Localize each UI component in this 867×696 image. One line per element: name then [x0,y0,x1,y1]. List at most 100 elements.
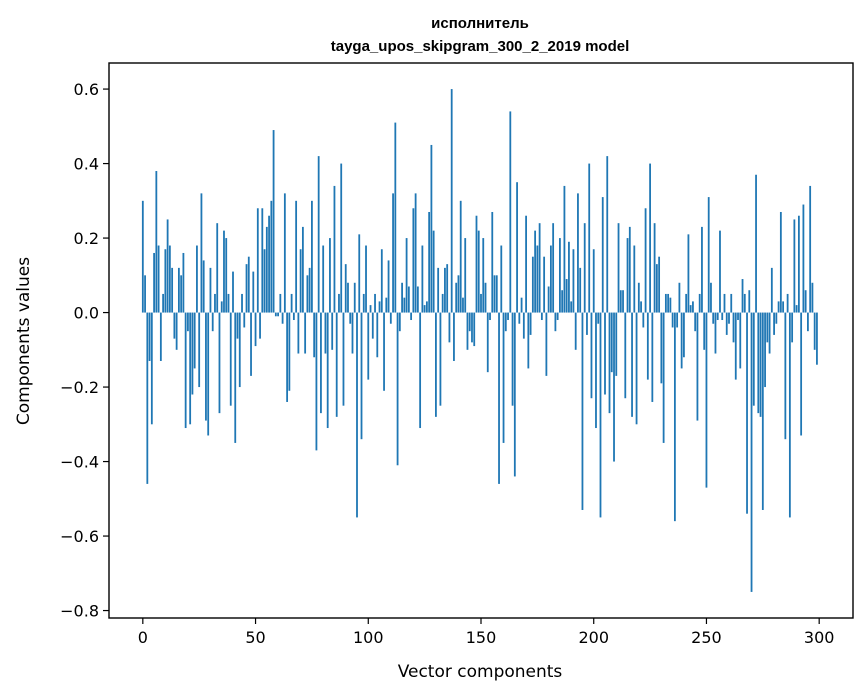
x-axis-label: Vector components [398,662,563,682]
bar-236 [673,312,676,522]
bar-94 [353,282,356,313]
bar-260 [728,312,730,324]
bar-199 [590,312,593,399]
bar-214 [624,312,627,399]
bar-229 [658,256,661,313]
bar-289 [793,219,796,313]
bar-135 [446,264,449,313]
bar-149 [477,230,480,313]
x-tick-label: 100 [353,628,384,647]
bar-243 [689,305,692,313]
bar-143 [464,238,467,313]
bar-118 [407,286,410,313]
bar-22 [191,312,194,395]
bar-99 [365,245,367,313]
bar-298 [813,312,816,350]
bar-198 [588,163,591,313]
bar-246 [696,312,699,421]
bar-213 [622,290,624,313]
bar-262 [732,312,735,343]
bar-108 [385,297,388,313]
bar-37 [225,238,228,313]
bar-245 [694,312,697,332]
bar-232 [664,293,667,313]
bar-77 [315,312,318,451]
bar-59 [274,312,277,317]
bar-294 [804,290,807,313]
bar-14 [173,312,176,339]
bar-274 [759,312,762,417]
bar-293 [802,204,805,313]
bar-47 [247,256,250,313]
bar-9 [162,293,165,313]
bar-208 [610,312,613,373]
bar-230 [660,312,663,384]
bar-178 [543,256,546,313]
bar-291 [797,215,800,313]
bar-172 [529,312,532,335]
y-tick-label: −0.8 [60,602,99,621]
bar-177 [540,312,543,321]
y-tick-label: 0.4 [74,155,99,174]
bar-86 [335,312,338,417]
bar-4 [150,312,153,425]
bar-126 [425,301,428,313]
bar-158 [498,312,500,484]
bar-161 [504,312,507,332]
bar-226 [651,312,654,402]
bar-43 [238,312,241,388]
bar-277 [766,312,769,343]
bar-112 [394,122,397,313]
bar-234 [669,297,672,313]
bar-13 [171,267,174,313]
bar-53 [261,208,264,313]
bar-141 [459,200,462,313]
bar-169 [522,312,525,339]
bar-266 [741,279,744,313]
y-axis-ticks: −0.8 −0.6 −0.4 −0.2 0.0 0.2 0.4 0.6 [60,80,109,621]
bar-228 [655,264,658,313]
bar-131 [437,267,440,313]
bar-139 [455,282,458,313]
bar-125 [423,305,426,313]
bar-110 [389,312,392,324]
bar-15 [175,312,178,350]
bar-255 [716,312,719,321]
bar-76 [313,312,316,358]
bar-183 [554,312,557,332]
bar-164 [511,312,514,406]
bar-272 [755,174,757,313]
bar-259 [725,312,728,335]
bar-3 [148,312,151,361]
bar-137 [450,89,453,313]
bar-203 [599,312,602,518]
bar-180 [547,286,550,313]
bar-186 [561,290,564,313]
bar-82 [326,312,329,429]
bar-40 [232,271,234,313]
bar-258 [723,293,726,313]
bar-202 [597,312,600,324]
bar-264 [737,312,739,321]
bar-98 [362,293,365,313]
bar-265 [739,312,742,369]
bar-173 [531,256,534,313]
bar-193 [577,193,579,313]
bar-184 [556,312,559,321]
bar-58 [272,130,275,313]
x-axis-ticks: 0 50 100 150 200 250 300 [138,618,834,647]
bar-182 [552,223,555,313]
bar-60 [277,312,279,317]
bars-group [141,89,818,592]
bar-273 [757,312,760,414]
bar-130 [435,312,437,417]
bar-153 [486,312,489,373]
bar-129 [432,230,435,313]
x-tick-label: 0 [138,628,148,647]
bar-248 [701,226,703,313]
bar-105 [378,301,381,313]
bar-282 [777,301,780,313]
bar-179 [545,312,548,376]
bar-170 [525,215,527,313]
bar-64 [286,312,289,402]
